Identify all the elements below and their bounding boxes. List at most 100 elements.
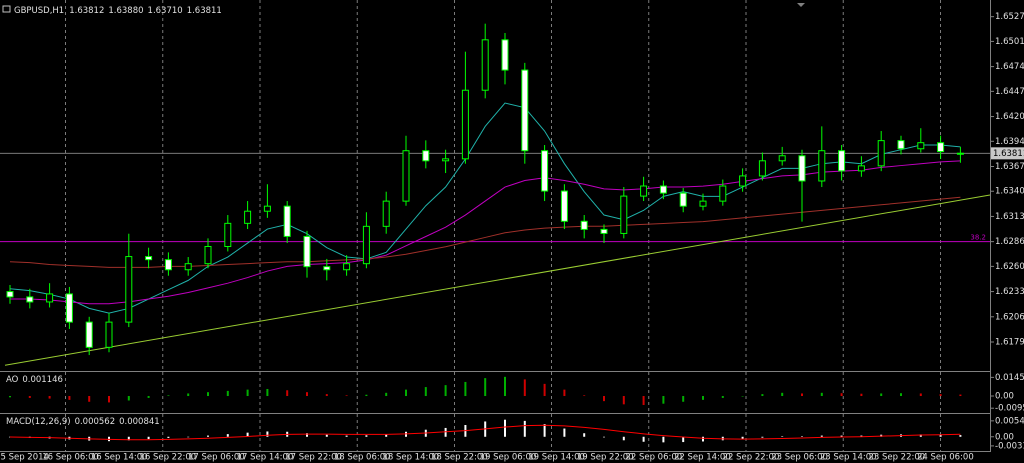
histogram-bar: [642, 396, 645, 405]
candle-body: [897, 140, 905, 150]
x-tick-label: 16 Sep 22:00: [139, 453, 196, 463]
header-open: 1.63812: [69, 6, 104, 16]
histogram-bar: [761, 394, 764, 397]
candle-body: [85, 321, 93, 348]
x-tick-label: 23 Sep 14:00: [820, 453, 877, 463]
header-low: 1.63710: [148, 6, 183, 16]
candle-body: [125, 256, 133, 323]
x-tick-label: 22 Sep 06:00: [625, 453, 682, 463]
histogram-bar: [504, 419, 506, 437]
histogram-bar: [959, 394, 962, 397]
signal-value: 0.000841: [119, 417, 160, 427]
y-tick-label: 1.62060: [995, 312, 1024, 322]
histogram-bar: [900, 393, 902, 397]
y-tick-label: 1.63405: [995, 187, 1024, 197]
candle-body: [263, 205, 271, 212]
histogram-bar: [345, 395, 348, 397]
y-tick-label: 1.64740: [995, 62, 1024, 72]
histogram-bar: [543, 383, 546, 397]
histogram-bar: [741, 396, 744, 397]
histogram-bar: [563, 389, 566, 397]
histogram-bar: [207, 435, 209, 437]
histogram-bar: [424, 387, 427, 397]
histogram-bar: [266, 388, 269, 397]
candle-body: [481, 39, 489, 91]
candle-body: [343, 263, 351, 271]
y-tick-label: 1.64205: [995, 112, 1024, 122]
histogram-bar: [484, 378, 487, 397]
x-tick-label: 17 Sep 14:00: [237, 453, 294, 463]
histogram-bar: [246, 389, 249, 397]
x-tick-label: 23 Sep 22:00: [868, 453, 925, 463]
trendline: [4, 194, 991, 366]
histogram-bar: [9, 396, 11, 398]
histogram-bar: [444, 427, 447, 437]
x-tick-label: 18 Sep 22:00: [431, 453, 488, 463]
histogram-bar: [583, 433, 586, 437]
histogram-bar: [543, 424, 546, 437]
y-tick-label: 1.62865: [995, 237, 1024, 247]
candle-body: [640, 185, 648, 197]
candle-body: [877, 140, 885, 167]
histogram-bar: [662, 396, 665, 404]
histogram-bar: [147, 436, 150, 440]
x-tick-label: 15 Sep 2014: [0, 453, 49, 463]
y-tick-label: 0.014575: [995, 373, 1024, 383]
candle-body: [956, 152, 964, 155]
candle-body: [184, 263, 192, 271]
x-tick-label: 17 Sep 06:00: [188, 453, 245, 463]
fib-label: 38.2: [970, 234, 986, 242]
shift-marker: [797, 3, 805, 7]
histogram-bar: [226, 434, 229, 437]
histogram-bar: [860, 393, 863, 397]
candle-body: [362, 225, 370, 265]
histogram-bar: [939, 434, 942, 437]
candle-body: [442, 158, 450, 162]
histogram-bar: [860, 435, 863, 437]
candle-body: [818, 150, 826, 182]
candle-body: [758, 160, 766, 177]
y-tick-label: 1.62600: [995, 262, 1024, 272]
x-tick-label: 23 Sep 06:00: [771, 453, 828, 463]
frames: [0, 0, 991, 452]
histogram-bar: [127, 396, 130, 401]
histogram-bar: [682, 436, 685, 443]
candle-body: [659, 185, 667, 194]
histogram-bar: [28, 396, 31, 398]
symbol: GBPUSD,H1: [14, 6, 64, 16]
candle-body: [917, 142, 925, 150]
candle-body: [719, 185, 727, 202]
candle-body: [580, 220, 588, 230]
histogram-bar: [919, 393, 922, 397]
y-tick-label: 0.00: [995, 432, 1014, 442]
signal-line: [9, 424, 961, 441]
candle-body: [402, 150, 410, 202]
ao-header: AO 0.001146: [6, 375, 63, 385]
macd-value: 0.000562: [75, 417, 116, 427]
x-tick-label: 22 Sep 22:00: [723, 453, 780, 463]
histogram-bar: [187, 436, 190, 438]
histogram-bar: [820, 392, 823, 397]
candle-body: [145, 256, 153, 261]
histogram-bar: [820, 435, 823, 437]
histogram-bar: [741, 436, 744, 440]
x-tick-label: 19 Sep 22:00: [577, 453, 634, 463]
histogram-bar: [523, 420, 526, 437]
histogram-bar: [603, 396, 605, 402]
histogram-bar: [167, 395, 170, 397]
histogram-bar: [246, 432, 249, 437]
histogram-bar: [464, 381, 467, 397]
y-tick-label: 1.62330: [995, 287, 1024, 297]
x-tick-label: 16 Sep 14:00: [91, 453, 148, 463]
candle-body: [560, 190, 568, 222]
histogram-bar: [622, 396, 625, 405]
x-tick-label: 18 Sep 14:00: [382, 453, 439, 463]
candle-body: [6, 291, 14, 298]
header-high: 1.63880: [108, 6, 143, 16]
candle-body: [244, 210, 252, 224]
histogram-bar: [127, 436, 130, 441]
price-tag-label: 1.63811: [993, 149, 1024, 159]
histogram-bar: [48, 396, 51, 399]
candle-body: [541, 150, 549, 192]
histogram-bar: [266, 431, 269, 437]
